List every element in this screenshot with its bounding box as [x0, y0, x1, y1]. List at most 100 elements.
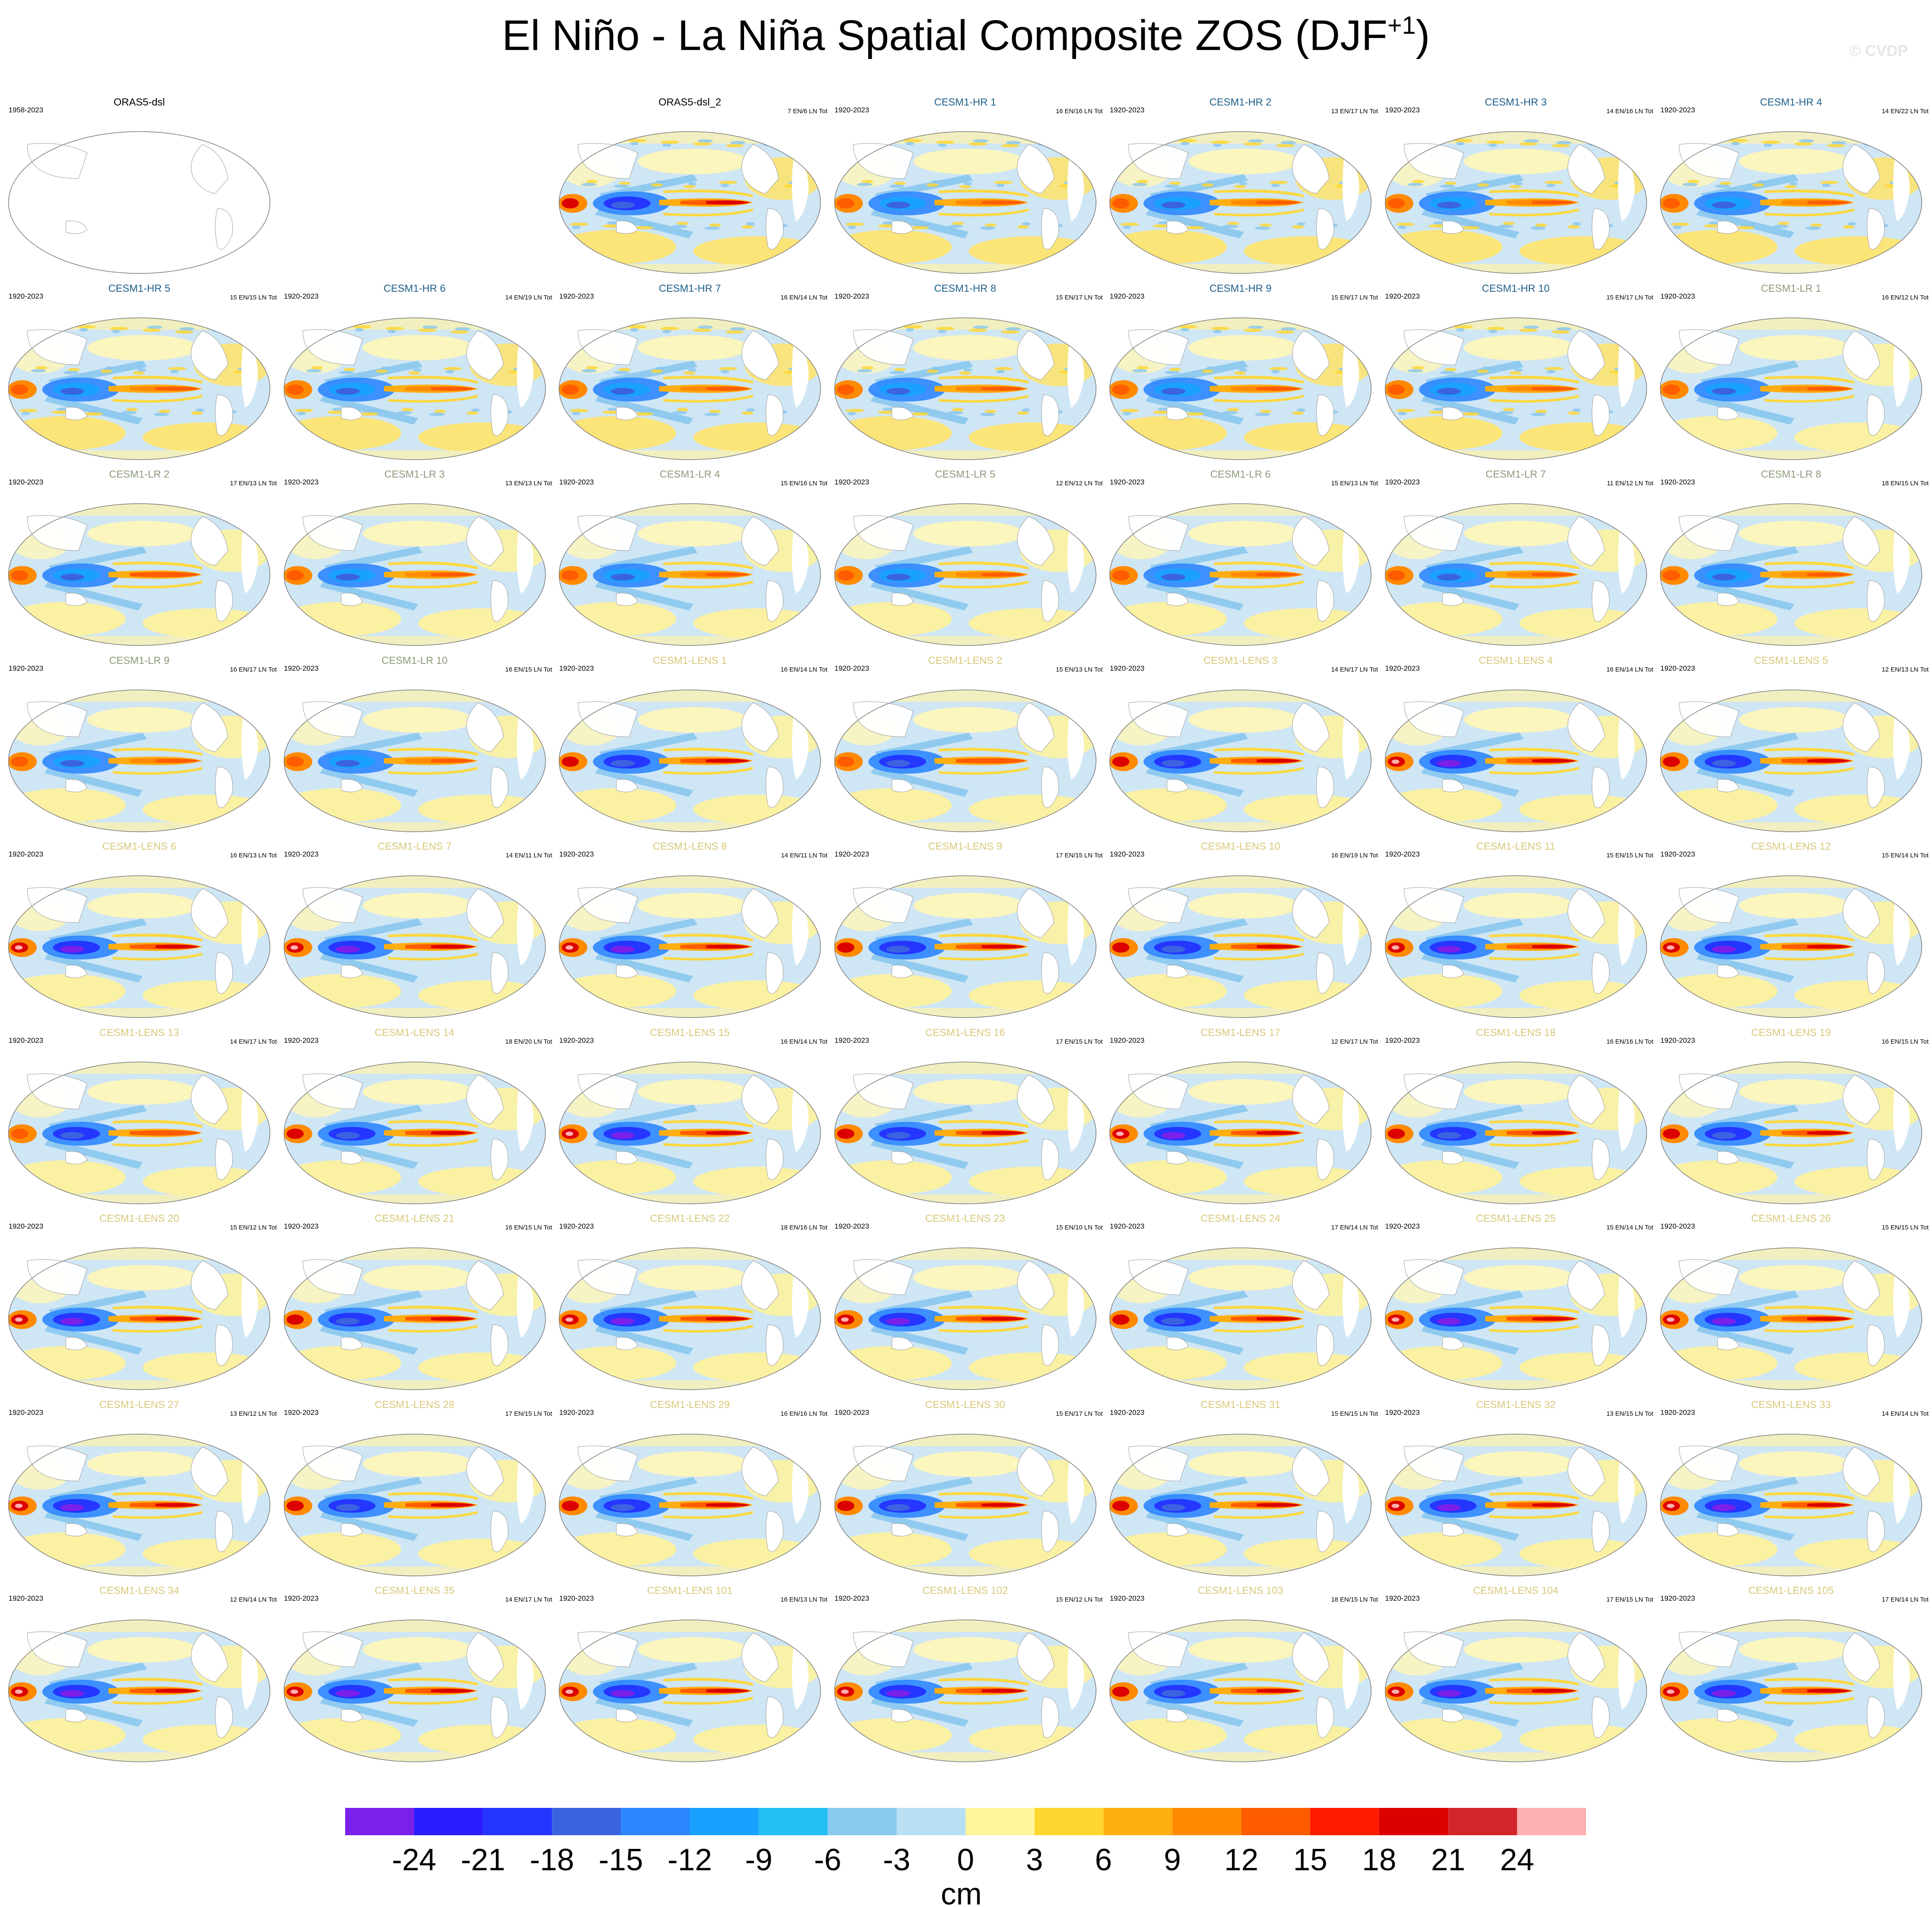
- map-outline: [283, 1619, 546, 1762]
- coastline: [302, 887, 508, 994]
- panel-years: 1920-2023: [1385, 1036, 1420, 1044]
- map-outline: [1384, 875, 1647, 1018]
- panel-years: 1920-2023: [1660, 292, 1695, 300]
- coastline: [578, 515, 784, 622]
- map-svg: [8, 1061, 270, 1204]
- panel-title: CESM1-LR 9: [109, 654, 170, 666]
- panel-title: CESM1-LENS 3: [1203, 654, 1278, 666]
- map-outline: [8, 875, 270, 1018]
- map-field: [1110, 876, 1371, 1018]
- panel-event-count: 18 EN/15 LN Tot: [1331, 1596, 1378, 1603]
- panel-event-count: 11 EN/12 LN Tot: [1607, 480, 1653, 487]
- map-svg: [1109, 131, 1372, 274]
- panel-event-count: 15 EN/17 LN Tot: [1055, 1410, 1103, 1417]
- map-svg: [283, 317, 546, 460]
- map-field: [9, 876, 270, 1018]
- map-panel: CESM1-LENS 10 1920-2023 16 EN/19 LN Tot: [1103, 837, 1378, 1021]
- coastline: [1679, 143, 1885, 250]
- map-panel: CESM1-HR 8 1920-2023 15 EN/17 LN Tot: [828, 279, 1103, 463]
- panel-title: CESM1-LENS 104: [1473, 1585, 1559, 1596]
- coastline: [578, 1073, 784, 1180]
- map-field: [1660, 1062, 1922, 1204]
- panel-event-count: 15 EN/15 LN Tot: [1882, 1224, 1929, 1231]
- map-field: [559, 1434, 821, 1576]
- watermark: © CVDP: [1850, 42, 1908, 59]
- map-svg: [283, 1619, 546, 1762]
- map-field: [1385, 504, 1647, 645]
- panel-title: CESM1-LENS 4: [1478, 654, 1553, 666]
- panel-title: CESM1-LENS 22: [650, 1213, 730, 1224]
- panel-title: CESM1-LR 3: [384, 469, 445, 480]
- map-field: [1385, 1434, 1647, 1576]
- panel-event-count: 12 EN/12 LN Tot: [1055, 480, 1103, 487]
- panel-years: 1920-2023: [834, 106, 869, 114]
- panel-title: CESM1-LENS 9: [928, 841, 1003, 852]
- map-outline: [283, 1433, 546, 1576]
- coastline: [1403, 329, 1610, 436]
- map-outline: [283, 689, 546, 832]
- panel-event-count: 16 EN/14 LN Tot: [780, 293, 827, 301]
- panel-title: CESM1-HR 6: [383, 282, 446, 294]
- coastline: [1128, 1631, 1334, 1738]
- map-field: [834, 1248, 1096, 1390]
- map-field: [1385, 876, 1647, 1018]
- panel-years: 1920-2023: [9, 1036, 44, 1044]
- coastline: [1679, 329, 1885, 436]
- panel-title: ORAS5-dsl_2: [658, 97, 721, 108]
- map-outline: [1384, 503, 1647, 646]
- map-svg: [1384, 1619, 1647, 1762]
- panel-event-count: 15 EN/13 LN Tot: [1331, 480, 1378, 487]
- coastline: [1403, 1631, 1610, 1738]
- panel-event-count: 12 EN/17 LN Tot: [1331, 1038, 1378, 1045]
- panel-title: CESM1-HR 1: [934, 97, 997, 108]
- map-outline: [559, 131, 821, 274]
- panel-event-count: 18 EN/20 LN Tot: [505, 1038, 552, 1045]
- panel-event-count: 15 EN/15 LN Tot: [230, 293, 277, 301]
- map-field: [1660, 1620, 1922, 1762]
- map-svg: [559, 875, 821, 1018]
- title-close: ): [1416, 12, 1430, 59]
- panel-title: CESM1-HR 3: [1484, 97, 1547, 108]
- map-svg: [1109, 317, 1372, 460]
- panel-event-count: 18 EN/15 LN Tot: [1882, 480, 1929, 487]
- map-outline: [559, 1433, 821, 1576]
- coastline: [1679, 701, 1885, 808]
- map-panel: CESM1-LENS 11 1920-2023 15 EN/15 LN Tot: [1378, 837, 1653, 1021]
- coastline: [578, 701, 784, 808]
- map-svg: [1660, 1619, 1922, 1762]
- panel-years: 1920-2023: [559, 1594, 594, 1602]
- map-panel: CESM1-LENS 25 1920-2023 15 EN/14 LN Tot: [1378, 1209, 1653, 1393]
- coastline: [1403, 1073, 1610, 1180]
- panel-event-count: 16 EN/19 LN Tot: [1331, 852, 1378, 859]
- map-outline: [1660, 317, 1922, 460]
- panel-years: 1920-2023: [1385, 1594, 1420, 1602]
- panel-years: 1920-2023: [559, 478, 594, 486]
- map-svg: [1660, 689, 1922, 832]
- panel-event-count: 15 EN/17 LN Tot: [1606, 293, 1653, 301]
- map-svg: [1384, 875, 1647, 1018]
- map-panel: CESM1-LENS 27 1920-2023 13 EN/12 LN Tot: [2, 1396, 277, 1579]
- map-field: [1110, 1062, 1371, 1204]
- coastline: [1403, 143, 1610, 250]
- map-panel: CESM1-LENS 14 1920-2023 18 EN/20 LN Tot: [277, 1024, 552, 1207]
- map-field: [1110, 317, 1371, 460]
- map-panel: CESM1-LENS 35 1920-2023 14 EN/17 LN Tot: [277, 1581, 552, 1765]
- map-panel: CESM1-LENS 5 1920-2023 12 EN/13 LN Tot: [1653, 651, 1929, 835]
- panel-years: 1920-2023: [9, 292, 44, 300]
- coastline: [1679, 1259, 1885, 1366]
- panel-title: CESM1-LENS 16: [925, 1027, 1005, 1039]
- map-field: [9, 1248, 270, 1390]
- map-outline: [559, 1061, 821, 1204]
- panel-event-count: 16 EN/14 LN Tot: [1606, 666, 1653, 673]
- map-panel: CESM1-LENS 4 1920-2023 16 EN/14 LN Tot: [1378, 651, 1653, 835]
- panel-title: CESM1-LENS 10: [1200, 841, 1281, 852]
- panel-title: CESM1-LENS 20: [99, 1213, 179, 1224]
- panel-title: CESM1-LENS 11: [1476, 841, 1555, 852]
- map-panel: CESM1-LR 1 1920-2023 16 EN/12 LN Tot: [1653, 279, 1929, 463]
- panel-years: 1920-2023: [559, 1222, 594, 1230]
- map-svg: [834, 875, 1096, 1018]
- map-svg: [1384, 317, 1647, 460]
- panel-years: 1920-2023: [1110, 478, 1145, 486]
- panel-years: 1920-2023: [1385, 1222, 1420, 1230]
- panel-title: CESM1-LENS 28: [375, 1399, 454, 1411]
